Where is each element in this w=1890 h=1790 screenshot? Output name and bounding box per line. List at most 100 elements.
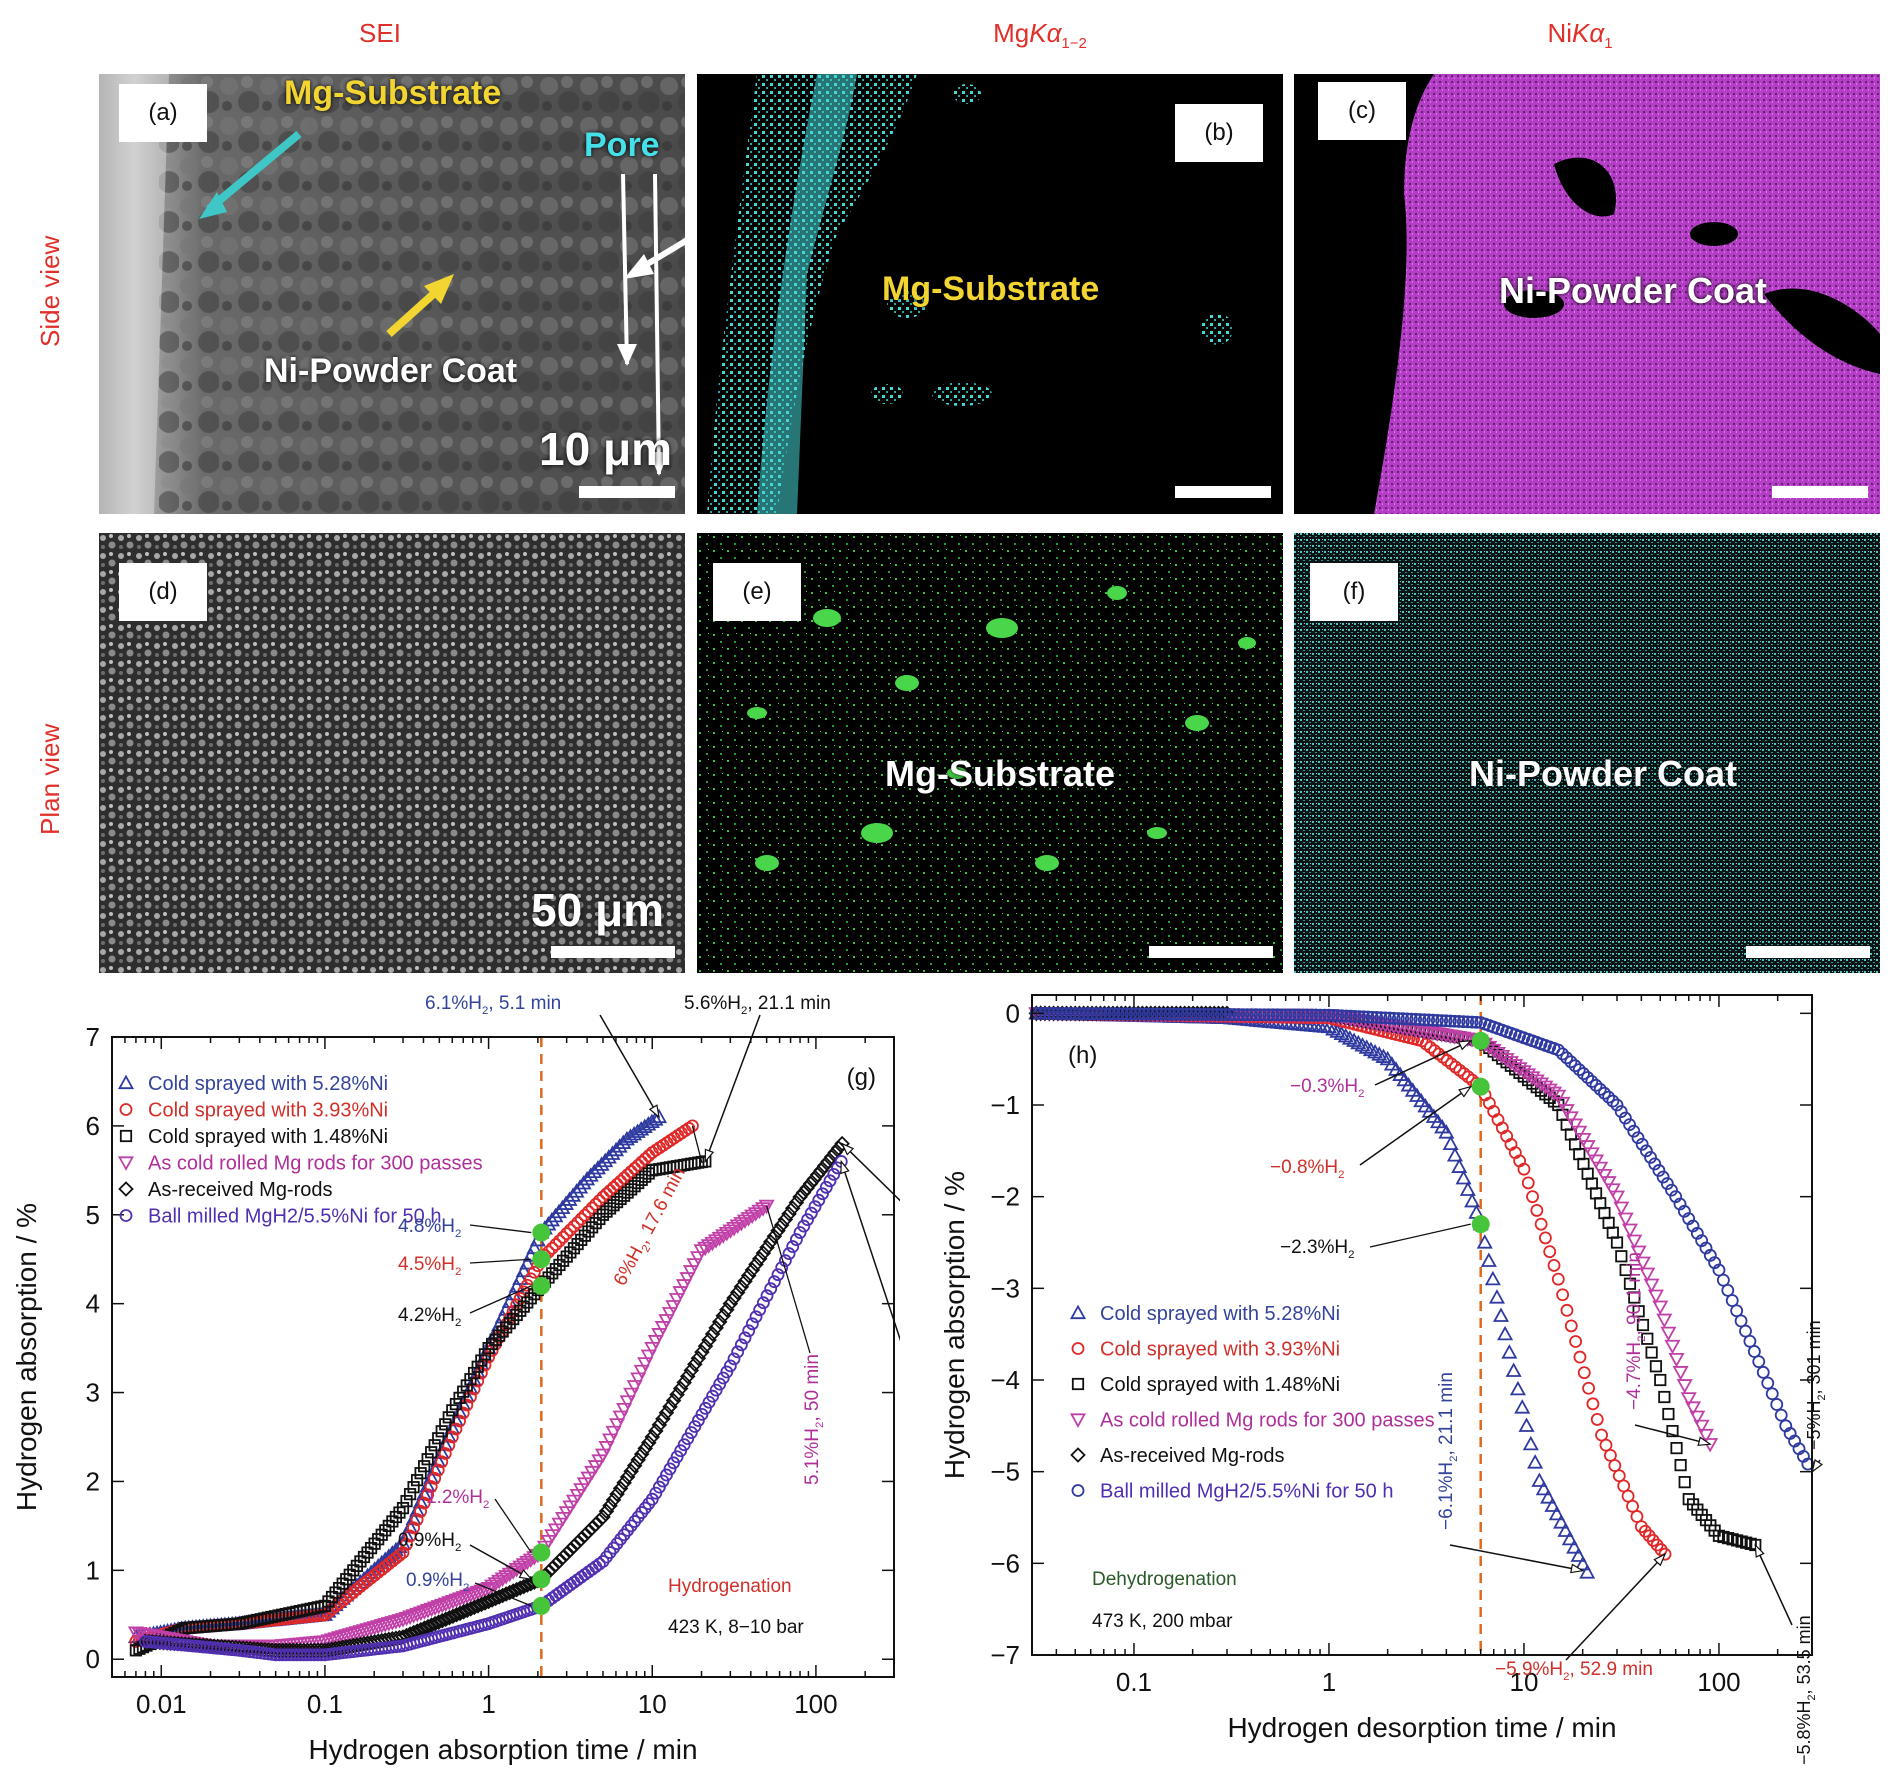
data-point	[1668, 1352, 1685, 1368]
data-point	[1141, 1007, 1155, 1021]
annot-4-8-value: 4.8%H	[398, 1216, 455, 1237]
legend-label: Cold sprayed with 3.93%Ni	[1100, 1339, 1340, 1361]
data-point	[626, 1380, 643, 1395]
data-point	[1557, 1522, 1574, 1537]
data-point	[1378, 1011, 1392, 1025]
data-point	[672, 1380, 689, 1397]
data-point	[788, 1194, 805, 1211]
data-point	[484, 1592, 500, 1608]
x-tick-label: 100	[794, 1689, 837, 1719]
data-point	[424, 1480, 438, 1493]
green-marker	[1471, 1077, 1490, 1096]
data-point	[775, 1261, 789, 1275]
data-point	[431, 1463, 445, 1477]
data-point	[400, 1537, 413, 1551]
data-point	[609, 1486, 625, 1502]
leader-r51	[766, 1205, 811, 1354]
data-point	[271, 1642, 287, 1659]
x-tick-label: 10	[638, 1689, 667, 1719]
data-point	[637, 1357, 654, 1372]
data-point	[466, 1587, 483, 1602]
data-point	[1253, 1008, 1267, 1022]
data-point	[501, 1584, 518, 1601]
data-point	[405, 1609, 422, 1624]
data-point	[423, 1602, 440, 1618]
data-point	[629, 1123, 646, 1138]
data-point	[726, 1290, 742, 1306]
data-point	[1465, 1015, 1479, 1029]
data-point	[1594, 1197, 1607, 1210]
data-point	[1562, 1111, 1579, 1126]
legend-marker	[119, 1103, 133, 1116]
data-point	[505, 1583, 521, 1599]
data-point	[1497, 1325, 1514, 1341]
legend-marker	[1071, 1342, 1085, 1355]
data-point	[635, 1173, 648, 1186]
data-point	[1634, 1256, 1651, 1272]
data-point	[619, 1469, 636, 1485]
data-point	[1103, 1007, 1116, 1021]
data-point	[549, 1238, 563, 1252]
data-point	[373, 1619, 390, 1634]
data-point	[1583, 1147, 1600, 1162]
data-point	[562, 1542, 579, 1558]
data-point	[1564, 1055, 1578, 1069]
data-point	[753, 1303, 767, 1317]
data-point	[512, 1580, 529, 1596]
data-point	[474, 1366, 488, 1380]
data-point	[607, 1199, 620, 1212]
data-point	[1375, 1048, 1392, 1063]
data-point	[428, 1471, 442, 1485]
data-point	[1680, 1392, 1697, 1407]
data-point	[1610, 1098, 1624, 1112]
data-point	[1262, 1008, 1276, 1022]
data-point	[600, 1187, 613, 1201]
data-point	[486, 1337, 499, 1351]
data-point	[1438, 1124, 1455, 1139]
data-point	[493, 1329, 506, 1342]
data-point	[1085, 1007, 1099, 1021]
data-point	[1464, 1192, 1481, 1208]
data-point	[553, 1234, 566, 1248]
annot-1-2-subscript: 2	[483, 1499, 489, 1511]
annot-r6-subscript: 2	[640, 1243, 654, 1254]
green-marker	[532, 1250, 551, 1269]
data-point	[704, 1326, 721, 1342]
data-point	[469, 1585, 486, 1601]
data-point	[640, 1434, 657, 1451]
leader-r6	[691, 1125, 703, 1164]
arrow-r58	[1754, 1544, 1793, 1626]
arrow-r58-head	[840, 1142, 855, 1156]
arrow-r61-head	[1570, 1563, 1585, 1574]
data-point	[1597, 1086, 1611, 1100]
data-point	[1158, 1007, 1172, 1021]
data-point	[394, 1613, 412, 1628]
leader-1-2	[494, 1498, 532, 1553]
data-point	[393, 1548, 406, 1562]
data-point	[1154, 1007, 1168, 1021]
data-point	[633, 1364, 650, 1380]
data-point	[1184, 1007, 1198, 1021]
data-point	[748, 1256, 764, 1273]
data-point	[549, 1263, 562, 1276]
data-point	[626, 1457, 643, 1474]
data-point	[687, 1356, 703, 1373]
data-point	[1547, 1258, 1561, 1272]
panel-g-tag: (g)	[847, 1064, 876, 1091]
header-sei-text: SEI	[359, 18, 401, 48]
data-point	[1672, 1366, 1689, 1381]
annot-r58-subscript: 2	[1806, 1694, 1818, 1700]
data-point	[793, 1226, 807, 1239]
data-point	[1206, 1008, 1220, 1021]
data-point	[1150, 1007, 1164, 1021]
data-point	[1430, 1013, 1444, 1027]
data-point	[1641, 1332, 1654, 1345]
chart-h-frame	[1031, 994, 1813, 1656]
data-point	[1554, 1096, 1571, 1112]
annot-1-2: 1.2%H2	[426, 1487, 489, 1511]
data-point	[395, 1629, 411, 1645]
data-point	[1593, 1082, 1607, 1096]
data-point	[1581, 1167, 1594, 1180]
annot-m0-3: −0.3%H2	[1290, 1076, 1364, 1100]
leader-m2-3	[1369, 1223, 1471, 1248]
